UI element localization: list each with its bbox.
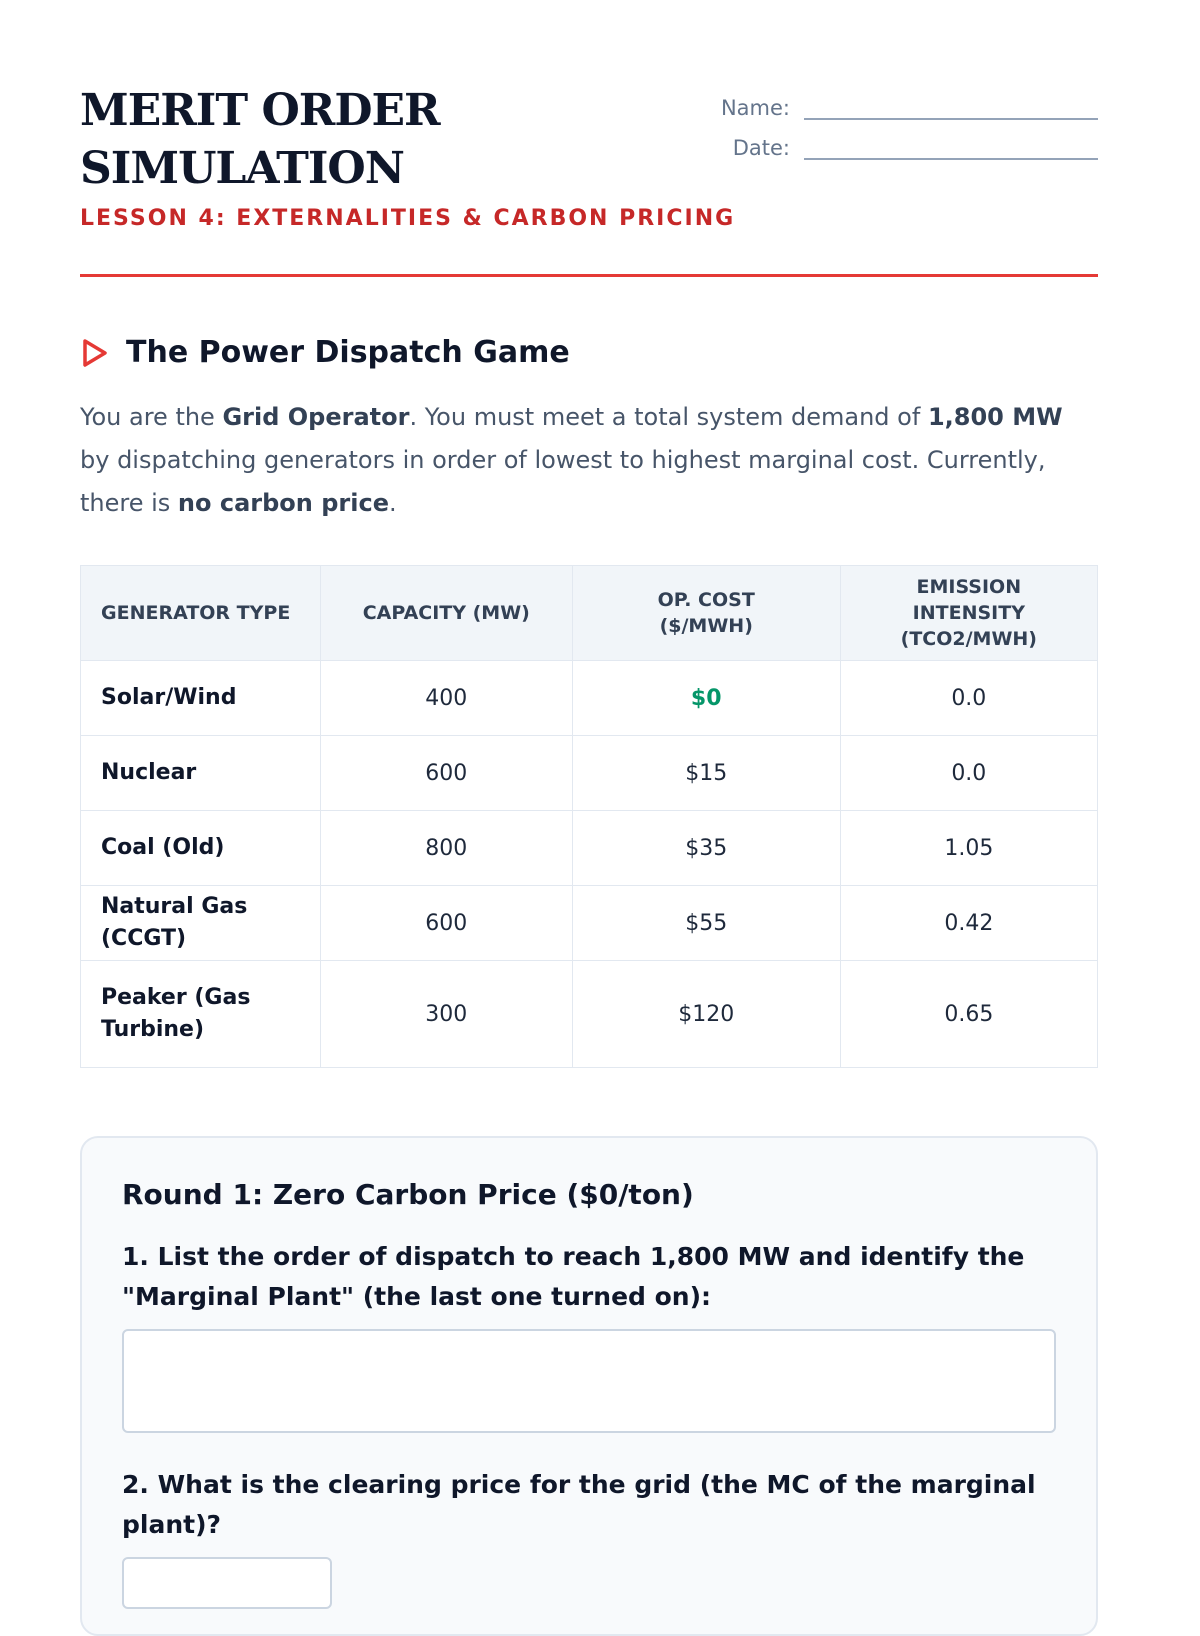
section-title: The Power Dispatch Game [126,335,570,370]
capacity: 400 [319,660,573,736]
emission-intensity: 0.42 [839,885,1099,961]
round-title: Round 1: Zero Carbon Price ($0/ton) [122,1178,694,1211]
lesson-subtitle: LESSON 4: EXTERNALITIES & CARBON PRICING [80,206,736,231]
capacity: 800 [319,810,573,886]
table-header-row: Generator Type Capacity (MW) Op. Cost ($… [80,565,1099,661]
op-cost: $120 [571,960,841,1068]
table-row: Coal (Old) 800 $35 1.05 [80,810,1099,886]
question-2: 2. What is the clearing price for the gr… [122,1470,1036,1539]
capacity: 600 [319,735,573,811]
question-1: 1. List the order of dispatch to reach 1… [122,1242,1025,1311]
op-cost: $55 [571,885,841,961]
worksheet: MERIT ORDER SIMULATION LESSON 4: EXTERNA… [80,0,1099,1636]
table-row: Natural Gas (CCGT) 600 $55 0.42 [80,885,1099,961]
emission-intensity: 0.0 [839,660,1099,736]
intro-paragraph: You are the Grid Operator. You must meet… [80,403,1063,517]
section-heading: The Power Dispatch Game [80,335,1098,370]
answer-2-input[interactable] [122,1557,332,1609]
play-triangle-icon [83,338,107,367]
generator-table: Generator Type Capacity (MW) Op. Cost ($… [80,565,1099,1068]
round-1-card: Round 1: Zero Carbon Price ($0/ton) 1. L… [80,1136,1098,1636]
capacity: 600 [319,885,573,961]
generator-type: Peaker (Gas Turbine) [80,960,321,1068]
emission-intensity: 1.05 [839,810,1099,886]
table-row: Peaker (Gas Turbine) 300 $120 0.65 [80,960,1099,1068]
header: MERIT ORDER SIMULATION LESSON 4: EXTERNA… [80,0,1098,277]
generator-type: Coal (Old) [80,810,321,886]
page-title: MERIT ORDER SIMULATION [80,85,441,194]
op-cost: $15 [571,735,841,811]
capacity: 300 [319,960,573,1068]
generator-type: Natural Gas (CCGT) [80,885,321,961]
generator-type: Solar/Wind [80,660,321,736]
name-field[interactable] [804,88,1098,120]
emission-intensity: 0.0 [839,735,1099,811]
table-row: Solar/Wind 400 $0 0.0 [80,660,1099,736]
emission-intensity: 0.65 [839,960,1099,1068]
date-label: Date: [732,136,790,160]
op-cost: $0 [571,660,841,736]
date-field[interactable] [804,128,1098,160]
answer-1-input[interactable] [122,1329,1056,1433]
op-cost: $35 [571,810,841,886]
generator-type: Nuclear [80,735,321,811]
name-label: Name: [720,96,790,120]
table-row: Nuclear 600 $15 0.0 [80,735,1099,811]
